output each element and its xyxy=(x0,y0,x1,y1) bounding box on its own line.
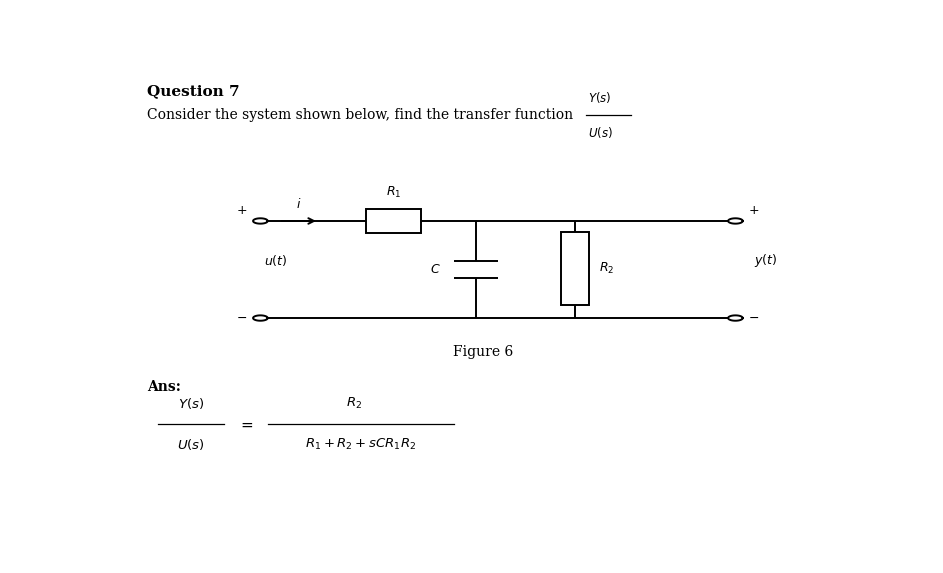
Text: $R_2$: $R_2$ xyxy=(600,261,615,276)
Text: $Y(s)$: $Y(s)$ xyxy=(587,91,611,105)
Text: −: − xyxy=(749,312,759,324)
Bar xyxy=(561,232,588,305)
Text: $R_2$: $R_2$ xyxy=(345,395,361,411)
Text: $i$: $i$ xyxy=(296,197,302,211)
Text: +: + xyxy=(237,205,247,217)
Text: Question 7: Question 7 xyxy=(147,84,240,98)
Text: $U(s)$: $U(s)$ xyxy=(177,437,205,452)
Text: Consider the system shown below, find the transfer function: Consider the system shown below, find th… xyxy=(147,108,573,122)
Text: Figure 6: Figure 6 xyxy=(454,344,513,359)
Text: $=$: $=$ xyxy=(239,417,255,431)
Text: $u(t)$: $u(t)$ xyxy=(264,253,288,268)
Text: $R_1$: $R_1$ xyxy=(386,185,402,200)
Text: +: + xyxy=(749,205,759,217)
Bar xyxy=(367,209,422,233)
Text: −: − xyxy=(237,312,247,324)
Text: $U(s)$: $U(s)$ xyxy=(587,125,613,140)
Text: $R_1 + R_2 + sCR_1R_2$: $R_1 + R_2 + sCR_1R_2$ xyxy=(306,437,417,452)
Text: $C$: $C$ xyxy=(430,263,441,276)
Text: $y(t)$: $y(t)$ xyxy=(753,252,777,269)
Text: Ans:: Ans: xyxy=(147,380,181,394)
Text: $Y(s)$: $Y(s)$ xyxy=(178,396,204,411)
